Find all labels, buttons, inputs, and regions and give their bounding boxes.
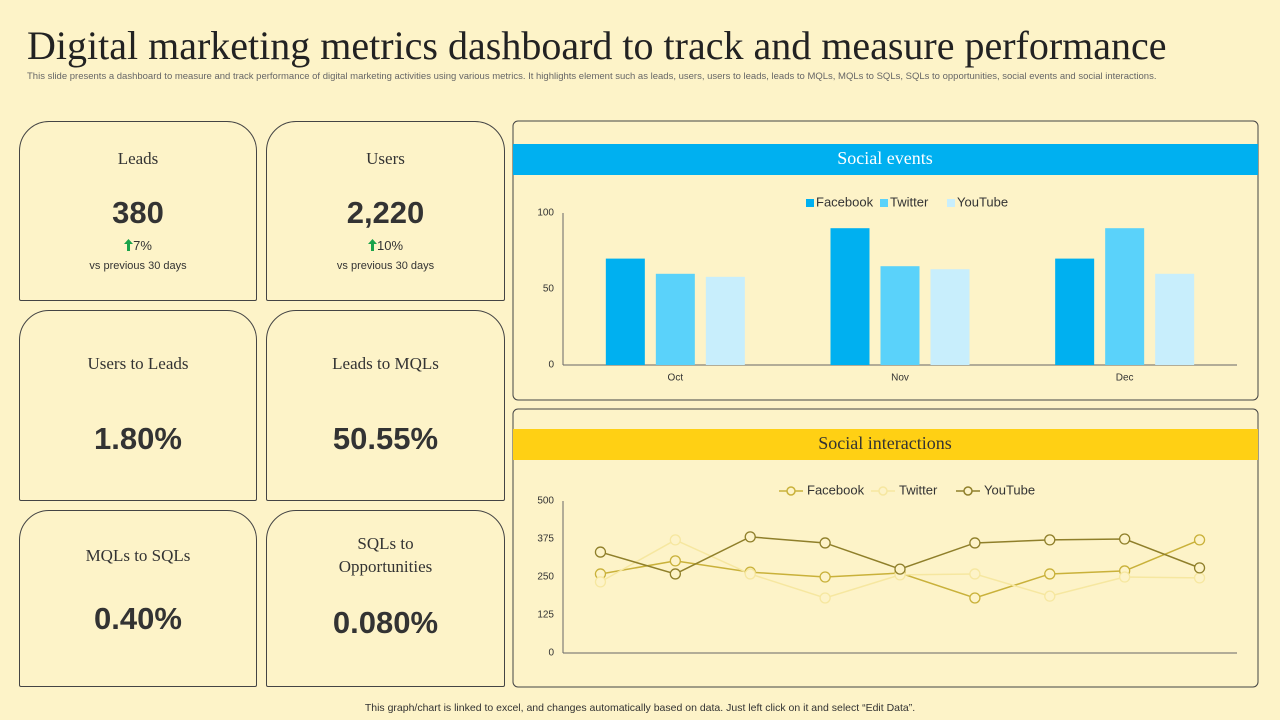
kpi-label: MQLs to SQLs: [85, 546, 191, 565]
y-tick-label: 50: [543, 284, 555, 295]
kpi-value: 0.080%: [332, 605, 439, 640]
x-tick-label: Nov: [891, 373, 909, 384]
point: [819, 592, 831, 604]
legend-swatch: [806, 199, 814, 207]
point: [1044, 534, 1056, 546]
point: [669, 568, 681, 580]
kpi-change: 7%: [20, 238, 256, 253]
kpi-card: MQLs to SQLs 0.40%: [19, 510, 257, 687]
legend-marker: [963, 486, 973, 496]
panel: [512, 120, 1259, 401]
bar: [1055, 258, 1095, 365]
y-tick-label: 0: [548, 360, 554, 371]
point: [894, 563, 906, 575]
legend-label: YouTube: [984, 482, 1035, 497]
up-arrow: [124, 239, 134, 251]
kpi-change-text: 7%: [133, 238, 152, 253]
point: [1119, 571, 1131, 583]
up-arrow: [367, 239, 377, 251]
legend-label: Twitter: [890, 194, 929, 209]
kpi-change-text: 10%: [376, 238, 404, 253]
bar: [655, 273, 695, 365]
bar: [705, 276, 745, 365]
kpi-change: 10%: [267, 238, 504, 253]
panel-header: [513, 144, 1258, 175]
y-tick-label: 100: [537, 208, 554, 219]
y-tick-label: 0: [548, 648, 554, 659]
kpi-label: Leads: [117, 149, 159, 168]
legend-marker: [878, 486, 888, 496]
point: [744, 568, 756, 580]
kpi-card: Leads 380 7% vs previous 30 days: [19, 121, 257, 301]
bar: [930, 269, 970, 365]
point: [1044, 590, 1056, 602]
point: [744, 531, 756, 543]
point: [1044, 568, 1056, 580]
kpi-card: Users to Leads 1.80%: [19, 310, 257, 501]
legend-label: Twitter: [899, 482, 938, 497]
x-tick-label: Dec: [1116, 373, 1134, 384]
point: [669, 555, 681, 567]
kpi-value: 50.55%: [332, 421, 439, 456]
y-tick-label: 125: [537, 610, 554, 621]
point: [1193, 572, 1206, 584]
kpi-value: 2,220: [346, 195, 425, 230]
bar: [830, 228, 870, 365]
point: [969, 592, 981, 604]
bar: [880, 266, 920, 365]
kpi-label: Users to Leads: [87, 354, 189, 373]
y-tick-label: 375: [537, 534, 554, 545]
point: [969, 537, 981, 549]
kpi-note: vs previous 30 days: [336, 260, 435, 272]
page-subtitle: This slide presents a dashboard to measu…: [27, 71, 1157, 82]
point: [969, 568, 981, 580]
legend-swatch: [947, 199, 955, 207]
point: [594, 546, 607, 558]
panel: [512, 408, 1259, 688]
kpi-label: SQLs to Opportunities: [338, 534, 433, 576]
chart-title: Social events: [837, 148, 932, 168]
point: [819, 537, 831, 549]
kpi-note: vs previous 30 days: [89, 260, 187, 272]
bar: [1155, 273, 1195, 365]
legend-label: YouTube: [957, 194, 1008, 209]
kpi-value: 380: [112, 195, 164, 230]
point: [1193, 562, 1206, 574]
point: [1193, 534, 1206, 546]
charts: Social events Social interactions 0 50 100…: [512, 120, 1259, 688]
page-title: Digital marketing metrics dashboard to t…: [27, 23, 1167, 68]
legend-marker: [786, 486, 796, 496]
y-tick-label: 250: [537, 572, 554, 583]
kpi-label: Users: [366, 149, 405, 168]
chart-title: Social interactions: [818, 433, 951, 453]
bar: [605, 258, 645, 365]
legend-swatch: [880, 199, 888, 207]
panel-header: [513, 429, 1258, 460]
bar: [1105, 228, 1145, 365]
kpi-value: 0.40%: [94, 601, 182, 636]
kpi-card: Leads to MQLs 50.55%: [266, 310, 505, 501]
x-tick-label: Oct: [668, 373, 684, 384]
footer-note: This graph/chart is linked to excel, and…: [364, 702, 916, 714]
point: [594, 576, 607, 588]
kpi-value: 1.80%: [94, 421, 182, 456]
kpi-card: SQLs to Opportunities 0.080%: [266, 510, 505, 687]
point: [669, 534, 681, 546]
kpi-label: Leads to MQLs: [332, 354, 439, 373]
legend-label: Facebook: [816, 194, 874, 209]
point: [1119, 533, 1131, 545]
kpi-card: Users 2,220 10% vs previous 30 days: [266, 121, 505, 301]
y-tick-label: 500: [537, 496, 554, 507]
legend-label: Facebook: [807, 482, 865, 497]
point: [819, 571, 831, 583]
